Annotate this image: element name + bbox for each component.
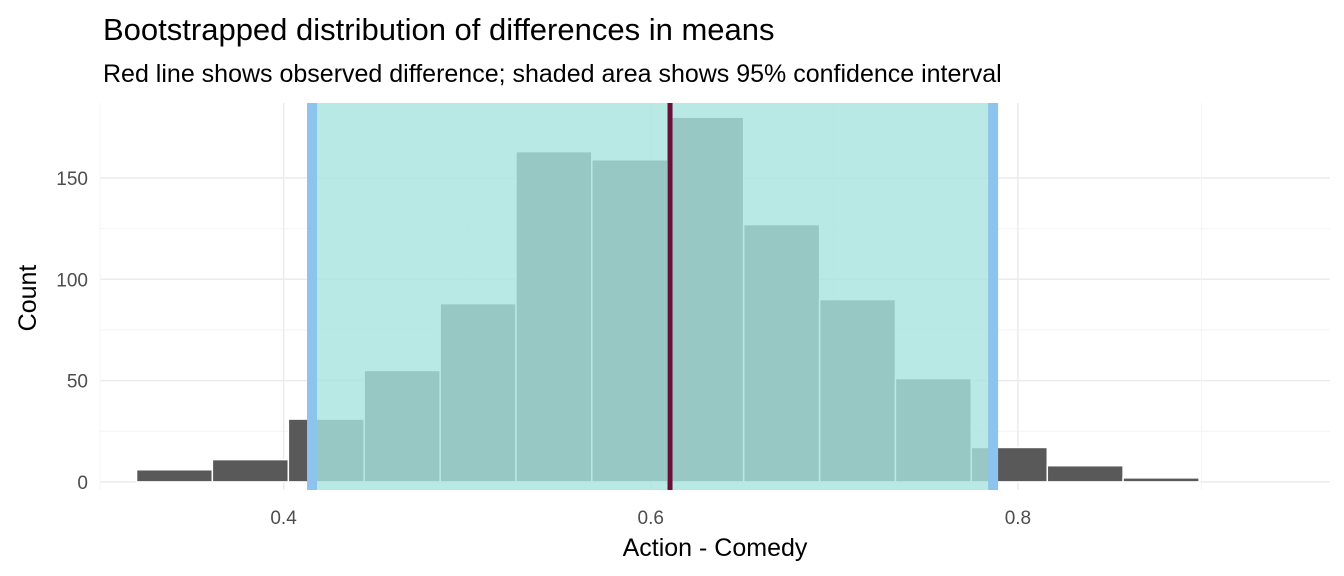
y-tick-label: 150	[56, 169, 88, 190]
histogram-bar	[135, 468, 214, 483]
y-axis-title: Count	[14, 265, 42, 332]
x-tick-label: 0.4	[270, 508, 297, 529]
chart-subtitle: Red line shows observed difference; shad…	[103, 60, 1002, 88]
x-tick-label: 0.6	[638, 508, 664, 529]
ci-shaded-area	[312, 103, 994, 490]
x-axis-title: Action - Comedy	[623, 534, 808, 562]
confidence-interval	[307, 103, 999, 490]
y-tick-label: 50	[67, 372, 88, 393]
x-tick-label: 0.8	[1005, 508, 1031, 529]
histogram-bar	[1046, 464, 1124, 483]
histogram-bar	[211, 458, 290, 483]
chart-title: Bootstrapped distribution of differences…	[103, 12, 775, 47]
y-tick-label: 0	[77, 473, 88, 494]
axis-ticks: 0 50 100 150 0.4 0.6 0.8	[56, 169, 1031, 529]
y-tick-label: 100	[56, 270, 88, 291]
histogram-bar	[1122, 477, 1200, 483]
